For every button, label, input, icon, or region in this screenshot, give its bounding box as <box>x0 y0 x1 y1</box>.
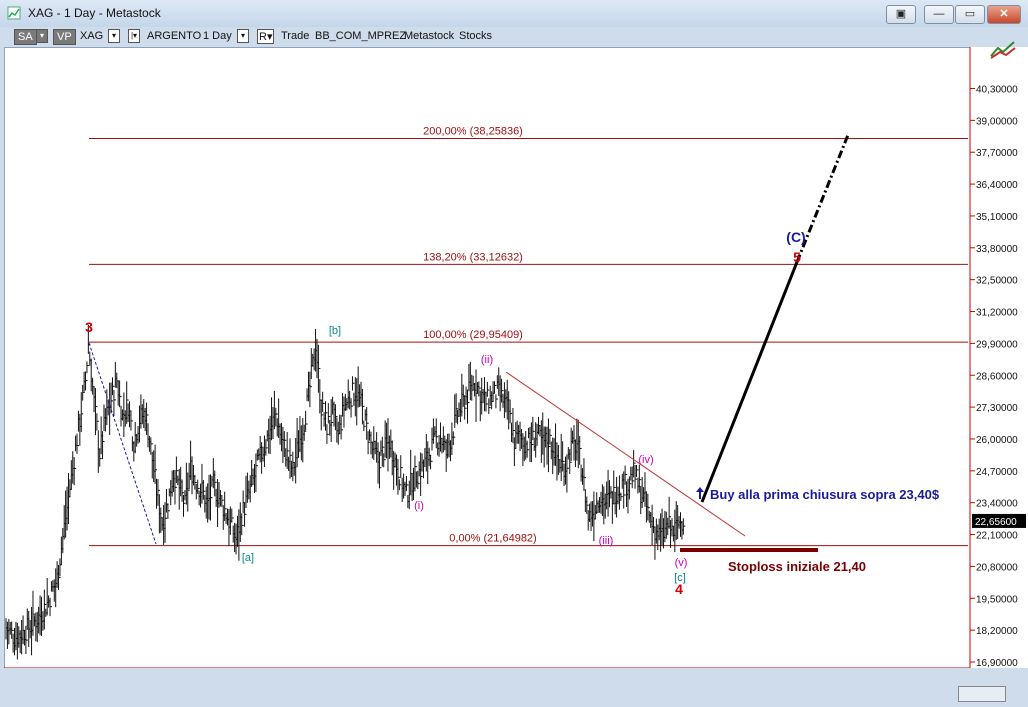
security-name-label: ARGENTO <box>147 30 202 42</box>
y-axis-tick-label: 20,80000 <box>976 562 1018 573</box>
y-axis-tick-label: 27,30000 <box>976 403 1018 414</box>
wave-labels: 3 [a] [b] (i) (ii) (iii) (iv) (v) [c]4 (C) 5 <box>85 229 806 597</box>
chart-pane[interactable] <box>4 47 972 670</box>
fib-level-label: 100,00% (29,95409) <box>423 329 523 341</box>
source-label: Metastock <box>404 30 455 42</box>
r-button-label: R <box>259 31 267 43</box>
last-price-box <box>972 513 1026 528</box>
close-button[interactable]: ✕ <box>987 5 1021 24</box>
wave-label: 4 <box>675 581 683 597</box>
buy-arrow-icon <box>696 487 704 499</box>
wave-label: 5 <box>793 249 801 265</box>
fib-level-label: 200,00% (38,25836) <box>423 126 523 138</box>
projection-solid-line <box>700 261 799 503</box>
chart-toolbar: SA ▾ VP XAG ▾ |▾ ARGENTO 1 Day ▾ R▾ Trad… <box>0 27 1028 47</box>
y-axis-tick-label: 16,90000 <box>976 658 1018 669</box>
y-axis-tick-label: 19,50000 <box>976 594 1018 605</box>
wave-label: [b] <box>329 325 341 337</box>
window-titlebar: XAG - 1 Day - Metastock ▣ — ▭ ✕ <box>0 0 1028 27</box>
y-axis-tick-label: 33,80000 <box>976 244 1018 255</box>
wave-label: [a] <box>242 552 254 564</box>
symbol-dropdown-icon[interactable]: ▾ <box>108 29 120 43</box>
y-axis-tick-label: 18,20000 <box>976 626 1018 637</box>
periodicity-label: 1 Day <box>203 30 232 42</box>
minimize-button[interactable]: — <box>924 5 954 24</box>
y-axis-tick-label: 36,40000 <box>976 180 1018 191</box>
price-bars <box>5 324 686 660</box>
wave-label: (i) <box>414 500 424 512</box>
stoploss-annotation: Stoploss iniziale 21,40 <box>728 559 866 574</box>
trend-lines <box>88 134 850 552</box>
fib-level-label: 0,00% (21,64982) <box>449 533 536 545</box>
window-title: XAG - 1 Day - Metastock <box>28 6 161 20</box>
resistance-trendline <box>505 371 746 537</box>
y-axis-tick-label: 22,10000 <box>976 531 1018 542</box>
vp-button[interactable]: VP <box>53 29 76 45</box>
wave-label: (iii) <box>599 535 614 547</box>
trade-label[interactable]: Trade <box>281 30 310 42</box>
annotations: Buy alla prima chiusura sopra 23,40$ Stop… <box>696 487 940 574</box>
r-button[interactable]: R▾ <box>257 29 275 44</box>
template-label: BB_COM_MPREZ <box>315 30 407 42</box>
group-label: Stocks <box>459 30 493 42</box>
y-axis-tick-label: 31,20000 <box>976 308 1018 319</box>
restore-window-button[interactable]: ▣ <box>886 5 916 24</box>
horizontal-scrollbar[interactable] <box>958 686 1006 702</box>
maximize-button[interactable]: ▭ <box>955 5 985 24</box>
wave-label: (v) <box>675 557 688 569</box>
y-axis-tick-label: 24,70000 <box>976 467 1018 478</box>
y-axis-tick-label: 35,10000 <box>976 212 1018 223</box>
wave-label: [c] <box>674 572 686 584</box>
y-axis-tick-label: 37,70000 <box>976 148 1018 159</box>
fibonacci-levels: 200,00% (38,25836) 138,20% (33,12632) 100,… <box>89 126 968 547</box>
sa-dropdown-icon[interactable]: ▾ <box>36 29 48 43</box>
price-axis-area <box>970 47 1028 668</box>
fib-level-label: 138,20% (33,12632) <box>423 251 523 263</box>
sa-button[interactable]: SA <box>14 29 37 45</box>
app-icon <box>7 6 21 20</box>
periodicity-dropdown-icon[interactable]: ▾ <box>237 29 249 43</box>
buy-annotation: Buy alla prima chiusura sopra 23,40$ <box>710 487 940 502</box>
y-axis-tick-label: 23,40000 <box>976 499 1018 510</box>
y-axis-tick-label: 40,30000 <box>976 85 1018 96</box>
y-axis-tick-label: 26,00000 <box>976 435 1018 446</box>
wave-label: 3 <box>85 319 93 335</box>
wave-label: (C) <box>786 229 805 245</box>
projection-dashed-line <box>795 134 850 263</box>
y-axis-tick-label: 29,90000 <box>976 339 1018 350</box>
wave-a-dashed-line <box>88 342 157 545</box>
y-axis-tick-label: 39,00000 <box>976 116 1018 127</box>
chart-tool-icon[interactable] <box>988 38 1018 60</box>
wave-label: (ii) <box>481 354 493 366</box>
bottom-bar <box>0 668 1028 707</box>
price-axis: 40,30000 39,00000 37,70000 36,40000 35,10000… <box>969 47 1026 669</box>
indicator-dropdown-icon[interactable]: |▾ <box>128 29 140 43</box>
y-axis-tick-label: 28,60000 <box>976 371 1018 382</box>
symbol-label: XAG <box>80 30 104 42</box>
wave-label: (iv) <box>638 454 653 466</box>
last-price-label: 22,65600 <box>975 517 1017 528</box>
y-axis-tick-label: 32,50000 <box>976 276 1018 287</box>
stoploss-bar <box>680 548 818 552</box>
